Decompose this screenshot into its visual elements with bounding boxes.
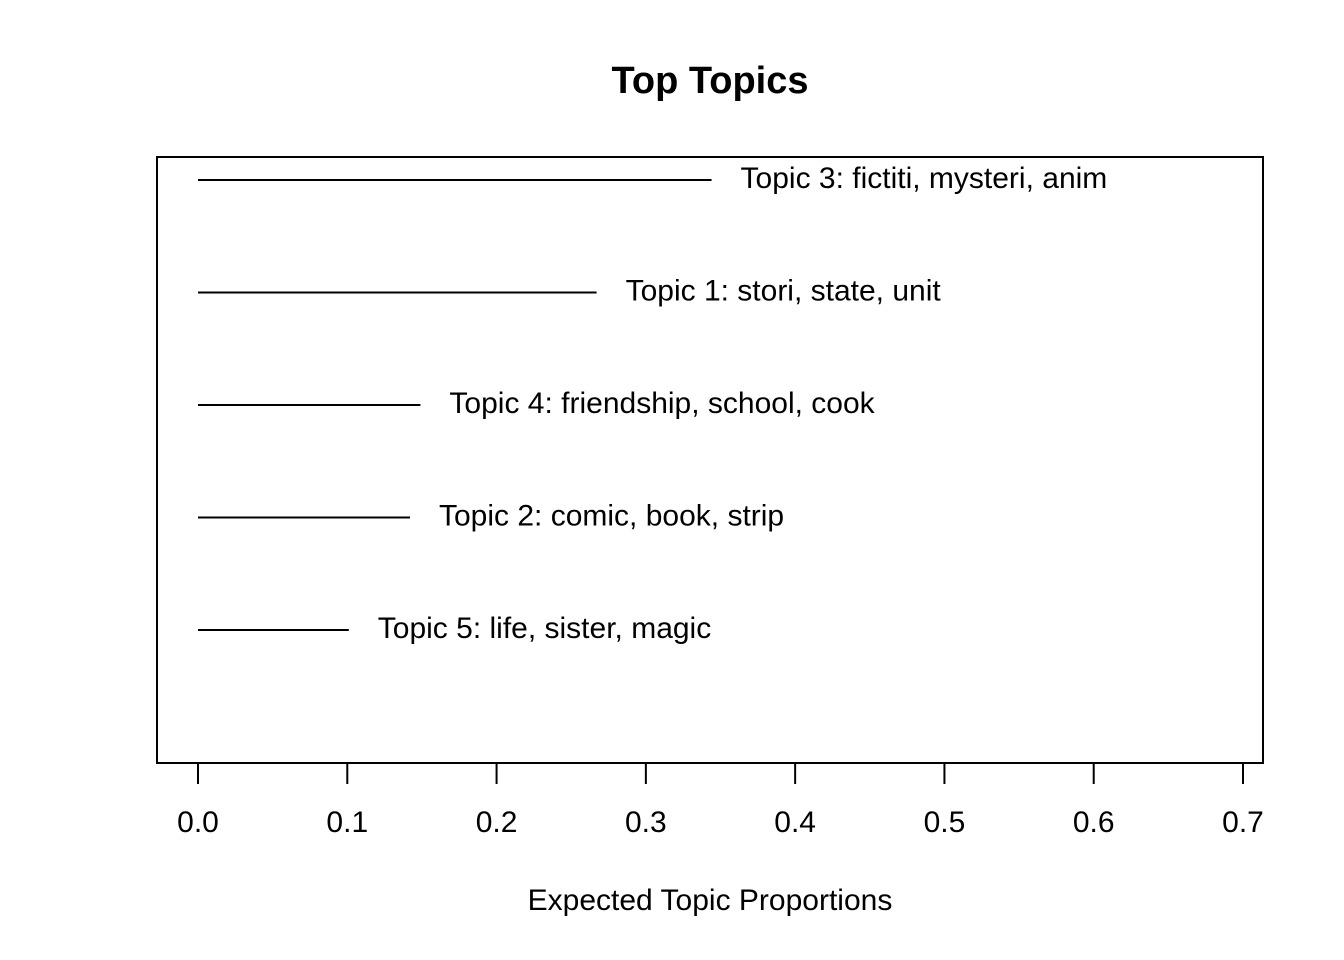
topic-label: Topic 3: fictiti, mysteri, anim [741,162,1108,195]
x-tick-label: 0.5 [924,806,966,839]
chart-title: Top Topics [611,60,808,102]
topic-label: Topic 2: comic, book, strip [439,500,784,533]
x-tick-label: 0.4 [774,806,816,839]
x-axis: 0.0 0.1 0.2 0.3 0.4 0.5 0.6 0.7 [177,762,1264,839]
topic-label: Topic 5: life, sister, magic [378,612,711,645]
x-axis-label: Expected Topic Proportions [528,884,893,917]
x-tick-label: 0.3 [625,806,667,839]
x-tick-label: 0.6 [1073,806,1115,839]
x-tick-label: 0.7 [1222,806,1264,839]
topic-label: Topic 1: stori, state, unit [626,275,942,308]
topic-marks: Topic 3: fictiti, mysteri, anim Topic 1: … [198,162,1107,645]
x-tick-label: 0.0 [177,806,219,839]
x-tick-label: 0.2 [476,806,518,839]
x-tick-label: 0.1 [326,806,368,839]
topic-label: Topic 4: friendship, school, cook [449,387,875,420]
plot-frame [156,156,1264,764]
